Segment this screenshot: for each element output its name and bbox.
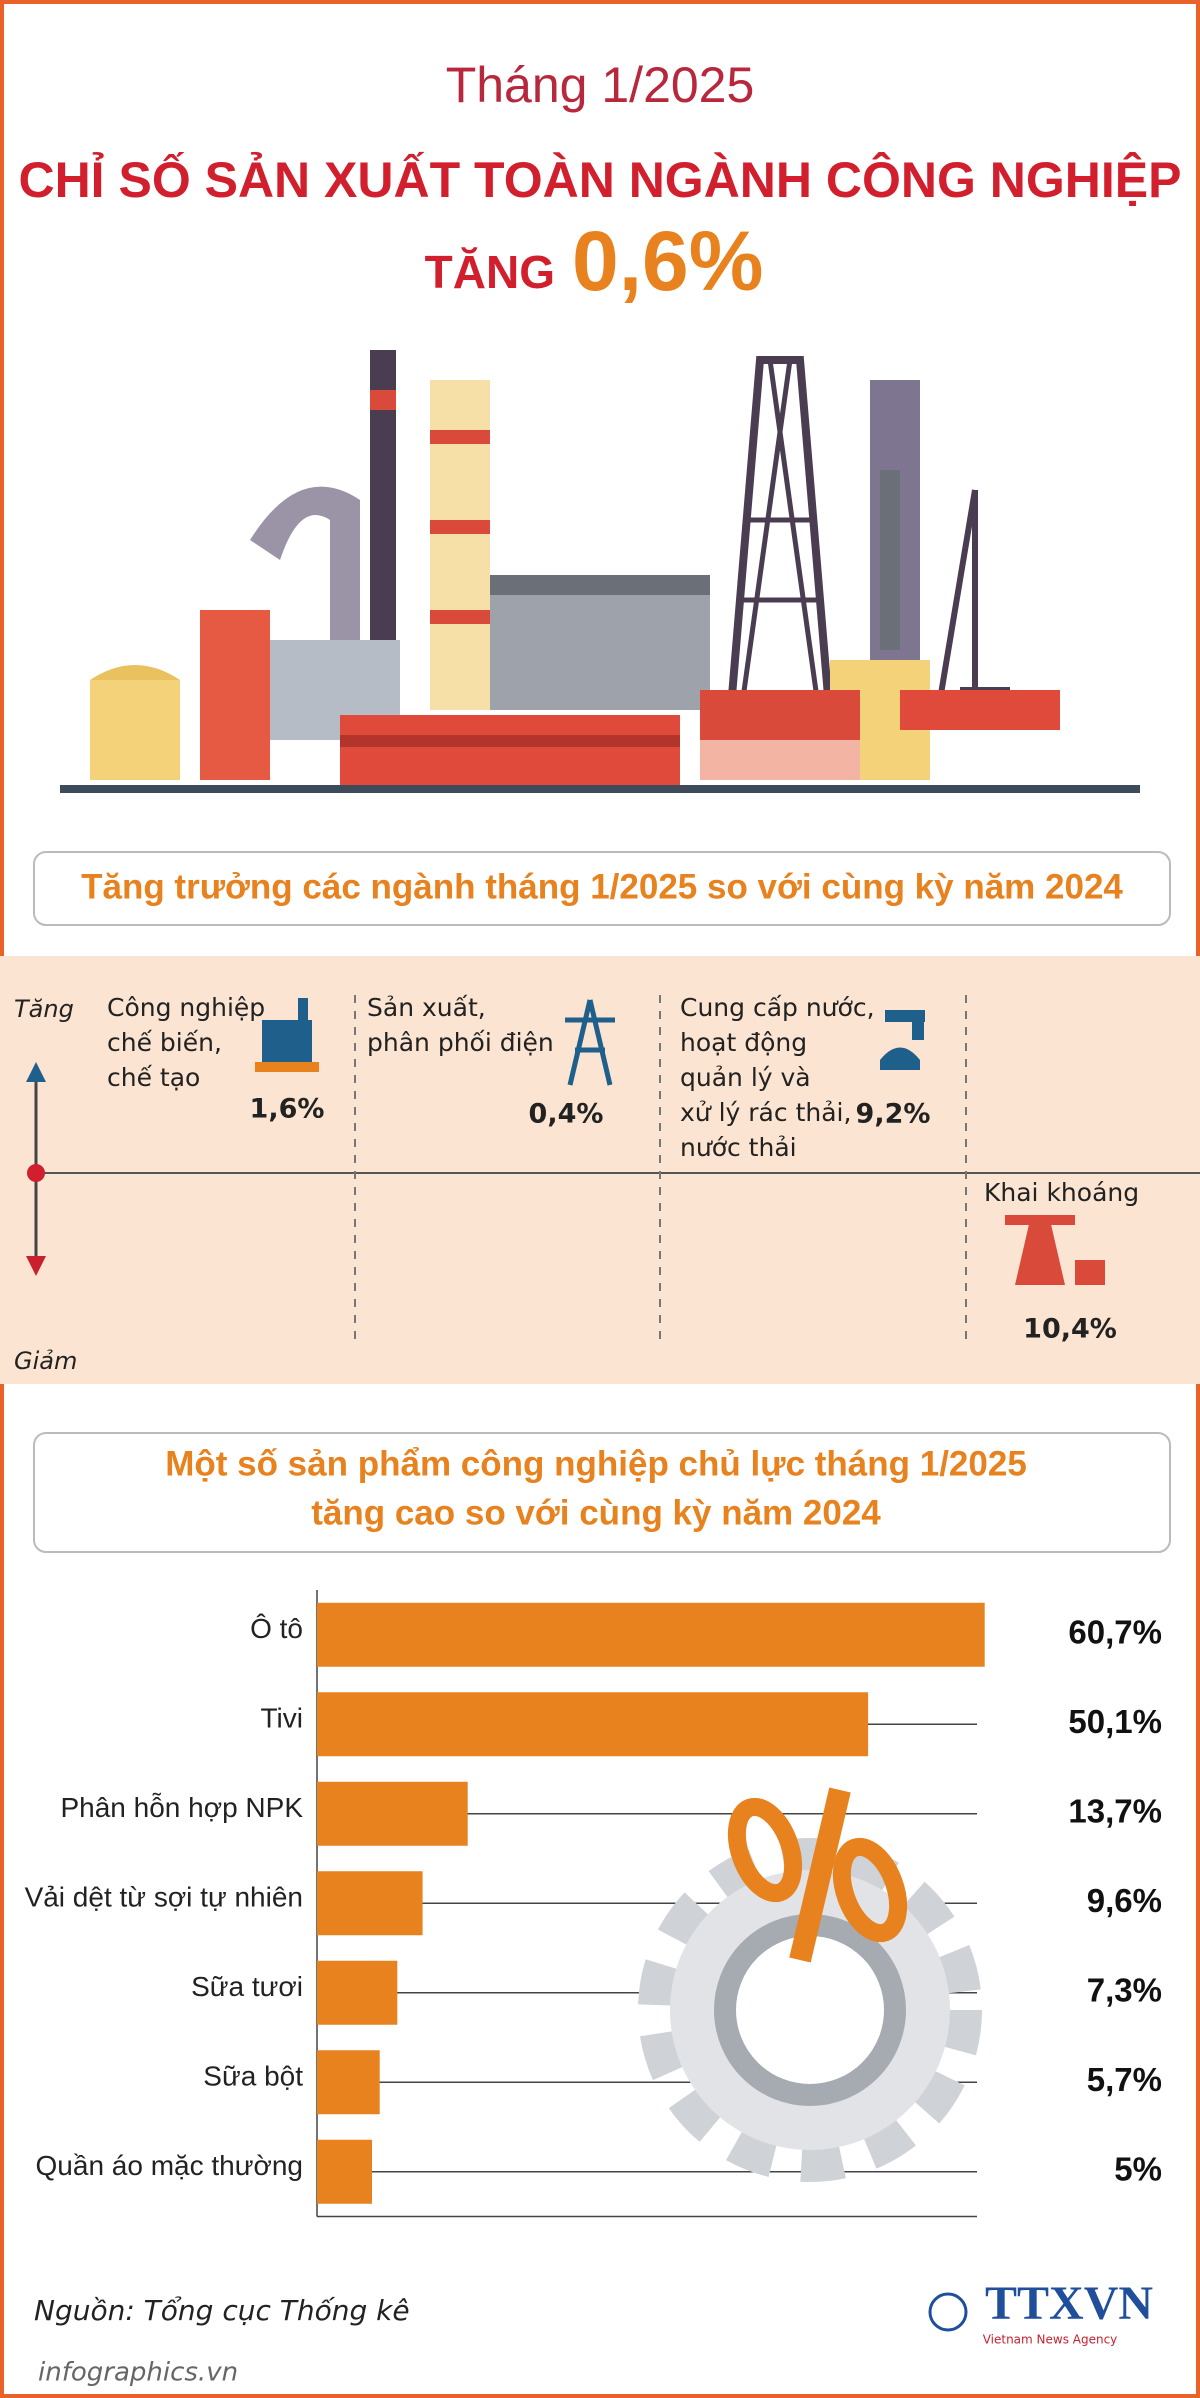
separators: [354, 995, 967, 1345]
sector-label: quản lý và: [680, 1063, 811, 1092]
increase-value: 0,6%: [572, 214, 763, 308]
sector-value: 0,4%: [529, 1099, 604, 1130]
bar: [317, 2050, 380, 2115]
category-label: Quần áo mặc thường: [36, 2150, 303, 2181]
sector-label: nước thải: [680, 1133, 797, 1162]
sector-label: xử lý rác thải,: [680, 1098, 851, 1127]
sectors-band: [0, 956, 1200, 1384]
sectors-title-box: [33, 851, 1171, 926]
copyright-icon: [928, 2292, 968, 2332]
category-label: Sữa bột: [203, 2061, 303, 2092]
category-label: Tivi: [260, 1703, 303, 1734]
sector-icons: [255, 998, 1105, 1285]
sector-label: phân phối điện: [367, 1028, 554, 1057]
bar: [317, 1692, 869, 1757]
sector-label: chế tạo: [107, 1063, 200, 1092]
chart-title-box: [33, 1432, 1171, 1553]
chart-title: Một số sản phẩm công nghiệp chủ lực thán…: [165, 1444, 1027, 1483]
sector-value: 1,6%: [250, 1094, 325, 1125]
value-label: 9,6%: [1087, 1882, 1162, 1919]
headline: CHỈ SỐ SẢN XUẤT TOÀN NGÀNH CÔNG NGHIỆP: [18, 151, 1181, 208]
up-label: Tăng: [14, 995, 74, 1023]
logo: TTXVN: [985, 2277, 1153, 2330]
agency: Vietnam News Agency: [983, 2333, 1118, 2347]
sector-label: chế biến,: [107, 1028, 222, 1057]
bar: [317, 1781, 468, 1846]
sectors-title: Tăng trưởng các ngành tháng 1/2025 so vớ…: [81, 867, 1123, 906]
month: Tháng 1/2025: [446, 57, 755, 113]
factory-illustration: [60, 350, 1140, 793]
value-label: 60,7%: [1068, 1613, 1162, 1650]
sector-label: Cung cấp nước,: [680, 993, 875, 1022]
sector-label: Sản xuất,: [367, 993, 486, 1022]
direction-arrows: [26, 1062, 46, 1276]
gear-decoration: [638, 1787, 982, 2182]
sector-value: 9,2%: [856, 1099, 931, 1130]
bar: [317, 1602, 985, 1667]
sector-label: Công nghiệp: [107, 993, 265, 1022]
sector-value: 10,4%: [1023, 1314, 1117, 1345]
value-label: 50,1%: [1068, 1703, 1162, 1740]
value-label: 5%: [1114, 2150, 1162, 2187]
value-label: 13,7%: [1068, 1792, 1162, 1829]
source: Nguồn: Tổng cục Thống kê: [34, 2294, 410, 2327]
bar: [317, 2139, 372, 2204]
category-label: Sữa tươi: [191, 1971, 303, 2002]
value-label: 5,7%: [1087, 2061, 1162, 2098]
sector-label: Khai khoáng: [984, 1178, 1139, 1207]
value-label: 7,3%: [1087, 1971, 1162, 2008]
category-label: Ô tô: [250, 1613, 303, 1644]
bar: [317, 1960, 398, 2025]
bar: [317, 1871, 423, 1936]
increase-word: TĂNG: [425, 246, 555, 298]
chart-title: tăng cao so với cùng kỳ năm 2024: [311, 1493, 881, 1532]
sector-label: hoạt động: [680, 1028, 807, 1057]
category-label: Vải dệt từ sợi tự nhiên: [25, 1882, 303, 1913]
category-label: Phân hỗn hợp NPK: [60, 1792, 303, 1823]
down-label: Giảm: [14, 1347, 77, 1375]
site: infographics.vn: [38, 2358, 238, 2388]
